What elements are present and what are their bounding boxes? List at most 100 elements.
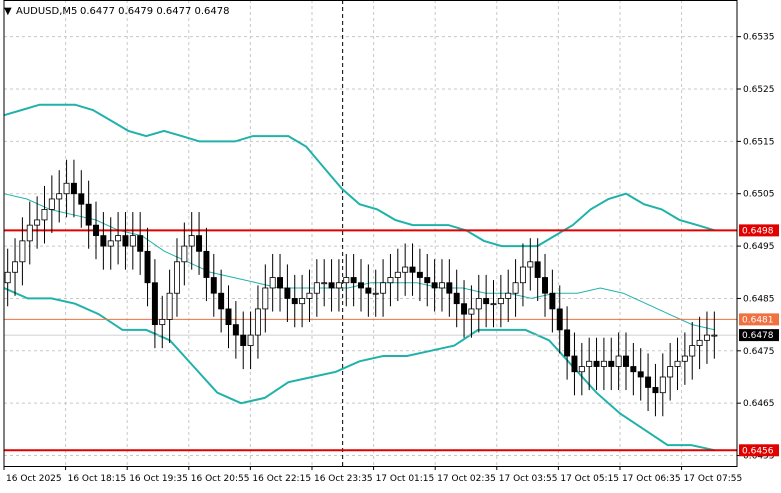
- candle: [358, 259, 364, 312]
- candle-body: [269, 277, 276, 289]
- candle: [519, 243, 526, 307]
- candle-body: [630, 366, 637, 373]
- candle: [703, 311, 710, 364]
- candle: [4, 248, 11, 307]
- candle: [659, 353, 666, 417]
- candle: [328, 259, 335, 312]
- candle-body: [343, 277, 350, 284]
- candle: [586, 337, 593, 391]
- candle: [608, 337, 615, 391]
- candle-body: [34, 219, 41, 226]
- candle-body: [181, 245, 188, 263]
- x-tick-label: 17 Oct 05:15: [560, 474, 619, 484]
- candle-body: [254, 308, 261, 336]
- x-tick-label: 17 Oct 01:15: [376, 474, 435, 484]
- candle: [571, 332, 578, 396]
- candle: [534, 238, 541, 302]
- candle: [497, 274, 504, 328]
- candle-body: [453, 292, 460, 305]
- candle-body: [210, 277, 217, 294]
- candle: [225, 285, 232, 349]
- candle: [674, 337, 681, 391]
- candle-body: [696, 339, 703, 346]
- dropdown-arrow-icon[interactable]: ▼: [4, 6, 12, 17]
- axes: 0.6535 0.6525 0.6515 0.6505 0.6495 0.6485 0.64…: [3, 0, 779, 484]
- candle-body: [667, 366, 674, 378]
- candle: [623, 332, 629, 391]
- candle-body: [144, 250, 151, 284]
- quote-values: 0.6477 0.6479 0.6477 0.6478: [80, 6, 230, 17]
- candle: [350, 253, 357, 307]
- candle-body: [542, 277, 548, 294]
- candle-body: [247, 334, 254, 346]
- candle-body: [681, 355, 688, 362]
- candle-body: [365, 287, 372, 294]
- candle-body: [483, 298, 490, 305]
- candle: [578, 342, 585, 396]
- candle-body: [409, 266, 416, 273]
- candle: [645, 353, 652, 412]
- candle: [446, 259, 453, 317]
- candle: [151, 259, 158, 349]
- candle-body: [586, 360, 593, 367]
- candle-body: [262, 287, 269, 310]
- candle: [254, 285, 261, 359]
- candle: [299, 274, 306, 328]
- candle-body: [402, 266, 409, 273]
- candle-body: [299, 298, 306, 305]
- candle: [468, 285, 475, 338]
- candle: [380, 259, 387, 317]
- candle: [12, 238, 19, 296]
- candle-body: [387, 277, 394, 284]
- candle-body: [380, 282, 387, 294]
- candle: [210, 253, 217, 317]
- candle: [321, 259, 328, 307]
- candle: [26, 201, 33, 265]
- y-tick-label: 0.6525: [743, 85, 775, 95]
- candle-body: [284, 287, 291, 299]
- candle: [637, 348, 644, 401]
- bollinger-lower-line: [3, 287, 716, 452]
- candle-body: [218, 292, 225, 310]
- candle: [490, 280, 497, 328]
- candle: [218, 269, 225, 333]
- candle: [100, 212, 107, 270]
- candle-body: [321, 282, 328, 285]
- candle: [681, 332, 688, 385]
- candle-body: [461, 303, 468, 315]
- candle: [372, 269, 379, 317]
- candle-body: [277, 277, 284, 289]
- candle-body: [637, 371, 644, 378]
- bollinger-bands: [3, 103, 716, 452]
- candle: [166, 269, 173, 343]
- x-tick-label: 16 Oct 18:15: [68, 474, 127, 484]
- candle-body: [48, 198, 55, 210]
- x-tick-label: 17 Oct 07:55: [684, 474, 743, 484]
- candle-body: [711, 334, 718, 337]
- candles: [4, 159, 718, 417]
- y-tick-label: 0.6465: [743, 399, 775, 409]
- candle: [475, 274, 482, 333]
- candle-body: [335, 282, 342, 289]
- candle-body: [232, 324, 239, 336]
- candle-body: [571, 355, 578, 373]
- candle: [34, 196, 41, 249]
- candle: [188, 212, 195, 270]
- candle: [438, 259, 445, 312]
- candle: [615, 332, 622, 391]
- candle: [431, 259, 438, 312]
- candle: [277, 253, 284, 312]
- price-tag-0.6456: [739, 444, 779, 457]
- y-tick-label: 0.6495: [743, 242, 775, 252]
- x-tick-label: 16 Oct 22:15: [252, 474, 311, 484]
- candle: [335, 259, 342, 312]
- candle: [196, 212, 203, 275]
- candle: [240, 311, 247, 370]
- candle: [453, 269, 460, 328]
- candle: [387, 253, 394, 307]
- y-tick-label: 0.6485: [743, 294, 775, 304]
- candle-body: [549, 292, 556, 310]
- candle: [144, 227, 151, 307]
